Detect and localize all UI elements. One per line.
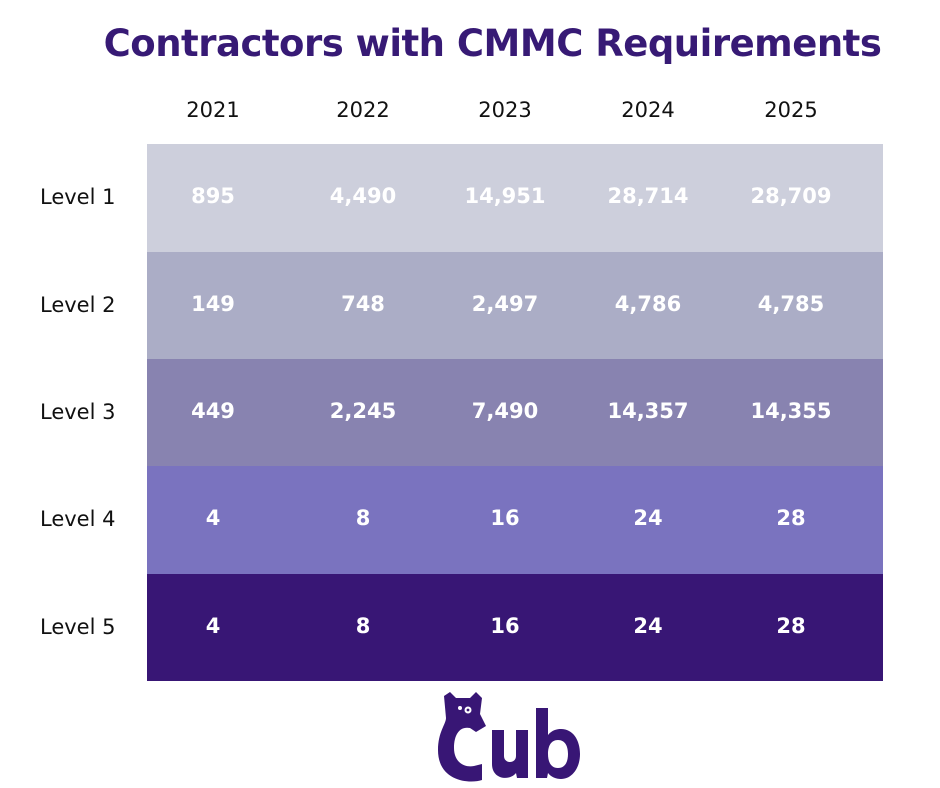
row-band-level-3 (147, 359, 883, 466)
table-cell: 4 (205, 613, 221, 638)
column-header-2023: 2023 (478, 98, 532, 122)
column-header-2021: 2021 (186, 98, 240, 122)
table-cell: 149 (191, 291, 235, 316)
row-band-level-2 (147, 252, 883, 359)
table-cell: 24 (633, 613, 663, 638)
table-cell: 14,357 (607, 398, 689, 423)
table-cell: 24 (633, 506, 663, 530)
table-cell: 4 (205, 506, 221, 530)
table-cell: 4,490 (329, 184, 397, 208)
table-cell: 8 (355, 506, 371, 530)
row-label: Level 3 (40, 399, 116, 424)
table-cell: 748 (341, 291, 385, 316)
table-cell: 4,786 (614, 291, 682, 316)
row-label: Level 1 (40, 185, 116, 209)
row-label: Level 2 (40, 292, 116, 317)
column-header-2025: 2025 (764, 98, 818, 122)
table-cell: 28 (776, 613, 806, 638)
row-band-level-5 (147, 574, 883, 681)
table-cell: 2,497 (471, 291, 539, 316)
table-cell: 14,355 (750, 398, 832, 423)
table-cell: 14,951 (464, 184, 546, 208)
table-cell: 4,785 (757, 291, 825, 316)
table-cell: 16 (490, 506, 520, 530)
chart-title: Contractors with CMMC Requirements (103, 22, 882, 65)
table-cell: 449 (191, 398, 235, 423)
row-band-level-1 (147, 144, 883, 252)
table-cell: 16 (490, 613, 520, 638)
cub-logo (438, 692, 580, 782)
table-cell: 8 (355, 613, 371, 638)
table-cell: 28 (776, 506, 806, 530)
table-cell: 895 (191, 184, 235, 208)
table-cell: 7,490 (471, 398, 539, 423)
row-band-level-4 (147, 466, 883, 574)
column-header-2022: 2022 (336, 98, 390, 122)
table-cell: 2,245 (329, 398, 397, 423)
column-header-2024: 2024 (621, 98, 675, 122)
row-label: Level 4 (40, 507, 116, 531)
table-cell: 28,714 (607, 184, 689, 208)
row-label: Level 5 (40, 614, 116, 639)
table-cell: 28,709 (750, 184, 832, 208)
